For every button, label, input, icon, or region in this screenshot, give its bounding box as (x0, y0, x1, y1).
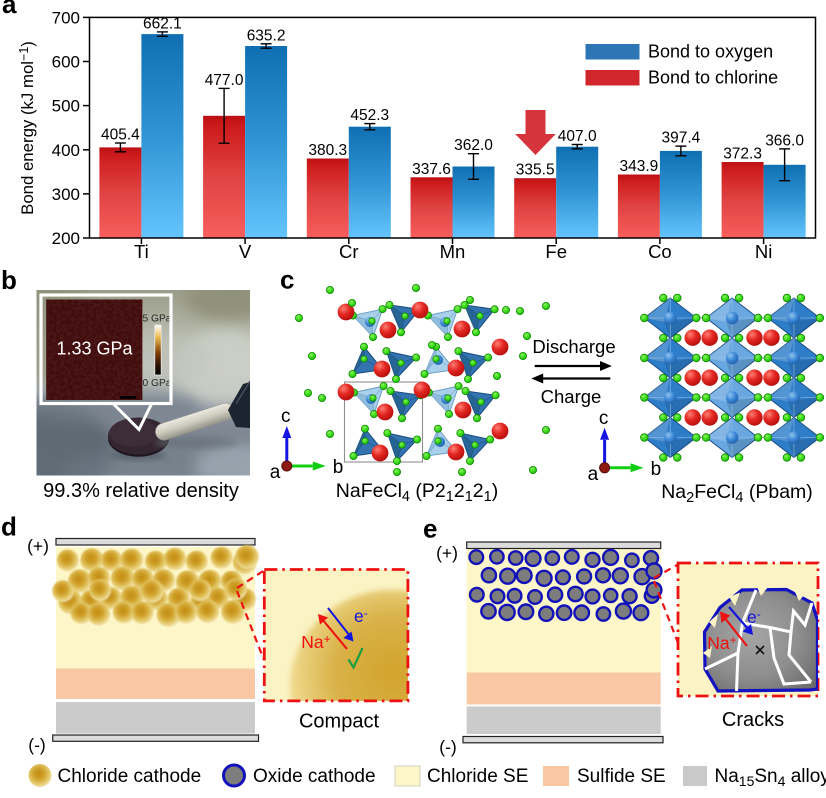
svg-text:452.3: 452.3 (350, 107, 389, 124)
svg-text:NaFeCl4 (P212121): NaFeCl4 (P212121) (336, 480, 498, 505)
svg-text:477.0: 477.0 (205, 72, 244, 89)
svg-text:Na2FeCl4 (Pbam): Na2FeCl4 (Pbam) (661, 481, 813, 506)
svg-text:(-): (-) (28, 735, 45, 755)
svg-text:V: V (239, 241, 252, 262)
svg-text:362.0: 362.0 (454, 137, 493, 154)
svg-text:Ni: Ni (755, 241, 772, 262)
svg-text:(+): (+) (436, 543, 458, 563)
svg-text:337.6: 337.6 (412, 161, 451, 178)
svg-text:5 GPa: 5 GPa (143, 314, 172, 325)
svg-text:600: 600 (52, 53, 80, 72)
svg-text:372.3: 372.3 (723, 146, 762, 163)
svg-text:b: b (333, 457, 344, 478)
svg-text:a: a (2, 0, 17, 19)
svg-text:Fe: Fe (545, 241, 567, 262)
svg-text:635.2: 635.2 (247, 27, 286, 44)
svg-text:366.0: 366.0 (765, 132, 804, 149)
svg-text:Compact: Compact (299, 711, 379, 733)
svg-text:700: 700 (52, 8, 80, 27)
svg-text:a: a (588, 464, 599, 485)
svg-text:Sulfide SE: Sulfide SE (577, 766, 666, 787)
svg-text:Cr: Cr (339, 241, 359, 262)
svg-text:343.9: 343.9 (620, 158, 659, 175)
svg-text:397.4: 397.4 (662, 130, 701, 147)
svg-text:Bond to chlorine: Bond to chlorine (648, 68, 778, 88)
svg-text:400: 400 (52, 141, 80, 160)
svg-text:(+): (+) (27, 536, 49, 556)
svg-text:335.5: 335.5 (516, 162, 555, 179)
svg-text:500: 500 (52, 97, 80, 116)
svg-text:c: c (280, 265, 294, 295)
svg-text:405.4: 405.4 (101, 127, 140, 144)
svg-text:c: c (599, 408, 609, 429)
svg-text:Bond to oxygen: Bond to oxygen (648, 42, 773, 62)
svg-text:Bond energy (kJ mol−1): Bond energy (kJ mol−1) (17, 41, 37, 215)
svg-text:0 GPa: 0 GPa (143, 378, 172, 389)
svg-text:b: b (651, 459, 662, 480)
svg-text:a: a (270, 462, 281, 483)
svg-text:Cracks: Cracks (722, 709, 784, 731)
svg-text:407.0: 407.0 (558, 128, 597, 145)
svg-text:Discharge: Discharge (532, 336, 615, 357)
svg-text:d: d (1, 512, 17, 542)
svg-text:300: 300 (52, 185, 80, 204)
svg-text:99.3% relative density: 99.3% relative density (43, 480, 239, 502)
svg-text:1.33 GPa: 1.33 GPa (56, 339, 133, 359)
svg-text:200: 200 (52, 229, 80, 248)
svg-text:Chloride cathode: Chloride cathode (58, 766, 202, 787)
svg-text:Ti: Ti (134, 241, 149, 262)
svg-text:Co: Co (648, 241, 672, 262)
svg-text:c: c (281, 406, 291, 427)
svg-text:Chloride SE: Chloride SE (427, 766, 528, 787)
svg-text:380.3: 380.3 (308, 142, 347, 159)
svg-text:Oxide cathode: Oxide cathode (253, 766, 376, 787)
svg-text:e: e (423, 514, 437, 544)
svg-text:Na15Sn4 alloy: Na15Sn4 alloy (715, 766, 826, 789)
svg-text:Mn: Mn (440, 241, 466, 262)
svg-text:Charge: Charge (541, 386, 602, 407)
svg-text:(-): (-) (439, 737, 456, 757)
svg-text:b: b (1, 265, 17, 295)
